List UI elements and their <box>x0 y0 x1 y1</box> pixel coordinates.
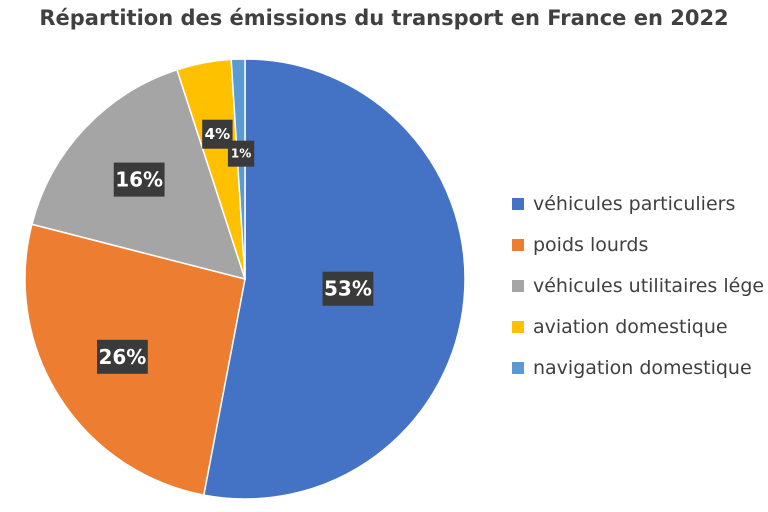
data-label-box-2 <box>97 339 148 374</box>
legend-swatch-5 <box>512 362 524 374</box>
legend-swatch-2 <box>512 239 524 251</box>
legend-label-4: aviation domestique <box>533 316 728 338</box>
legend-label-5: navigation domestique <box>533 357 752 379</box>
legend-swatch-3 <box>512 280 524 292</box>
data-label-4: 4% <box>205 125 230 143</box>
chart-title: Répartition des émissions du transport e… <box>39 6 729 30</box>
data-label-5: 1% <box>231 147 251 161</box>
pie-slices <box>24 58 466 500</box>
legend-swatch-1 <box>512 198 524 210</box>
legend-label-2: poids lourds <box>533 234 649 256</box>
legend-label-1: véhicules particuliers <box>533 193 736 215</box>
pie-data-labels: 53% 26% 16% 4%1% <box>97 119 374 374</box>
data-label-box-4 <box>202 119 233 149</box>
data-label-box-1 <box>322 271 374 306</box>
data-label-3: 16% <box>115 168 163 192</box>
data-label-box-5 <box>227 140 255 167</box>
data-label-1: 53% <box>324 277 372 301</box>
pie-slice-5 <box>230 58 246 280</box>
data-label-2: 26% <box>98 345 146 369</box>
data-label-box-3 <box>113 162 165 197</box>
legend-label-3: véhicules utilitaires lége <box>533 275 765 297</box>
legend-swatch-4 <box>512 321 524 333</box>
